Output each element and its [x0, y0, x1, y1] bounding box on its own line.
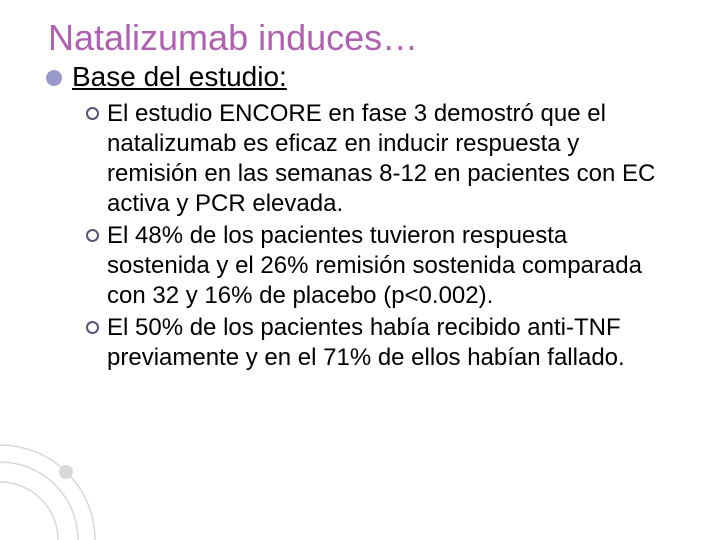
level1-item: Base del estudio:: [46, 60, 680, 94]
level2-item: El 50% de los pacientes había recibido a…: [86, 313, 670, 373]
level2-item: El 48% de los pacientes tuvieron respues…: [86, 221, 670, 311]
level1-text: Base del estudio:: [72, 60, 287, 94]
filled-circle-bullet-icon: [46, 70, 62, 86]
slide-title: Natalizumab induces…: [48, 18, 680, 58]
level2-text: El 50% de los pacientes había recibido a…: [107, 313, 670, 373]
hollow-circle-bullet-icon: [86, 229, 99, 242]
corner-decoration: [0, 420, 120, 540]
hollow-circle-bullet-icon: [86, 107, 99, 120]
level2-text: El estudio ENCORE en fase 3 demostró que…: [107, 99, 670, 219]
hollow-circle-bullet-icon: [86, 321, 99, 334]
level2-item: El estudio ENCORE en fase 3 demostró que…: [86, 99, 670, 219]
level2-list: El estudio ENCORE en fase 3 demostró que…: [86, 99, 670, 373]
level2-text: El 48% de los pacientes tuvieron respues…: [107, 221, 670, 311]
